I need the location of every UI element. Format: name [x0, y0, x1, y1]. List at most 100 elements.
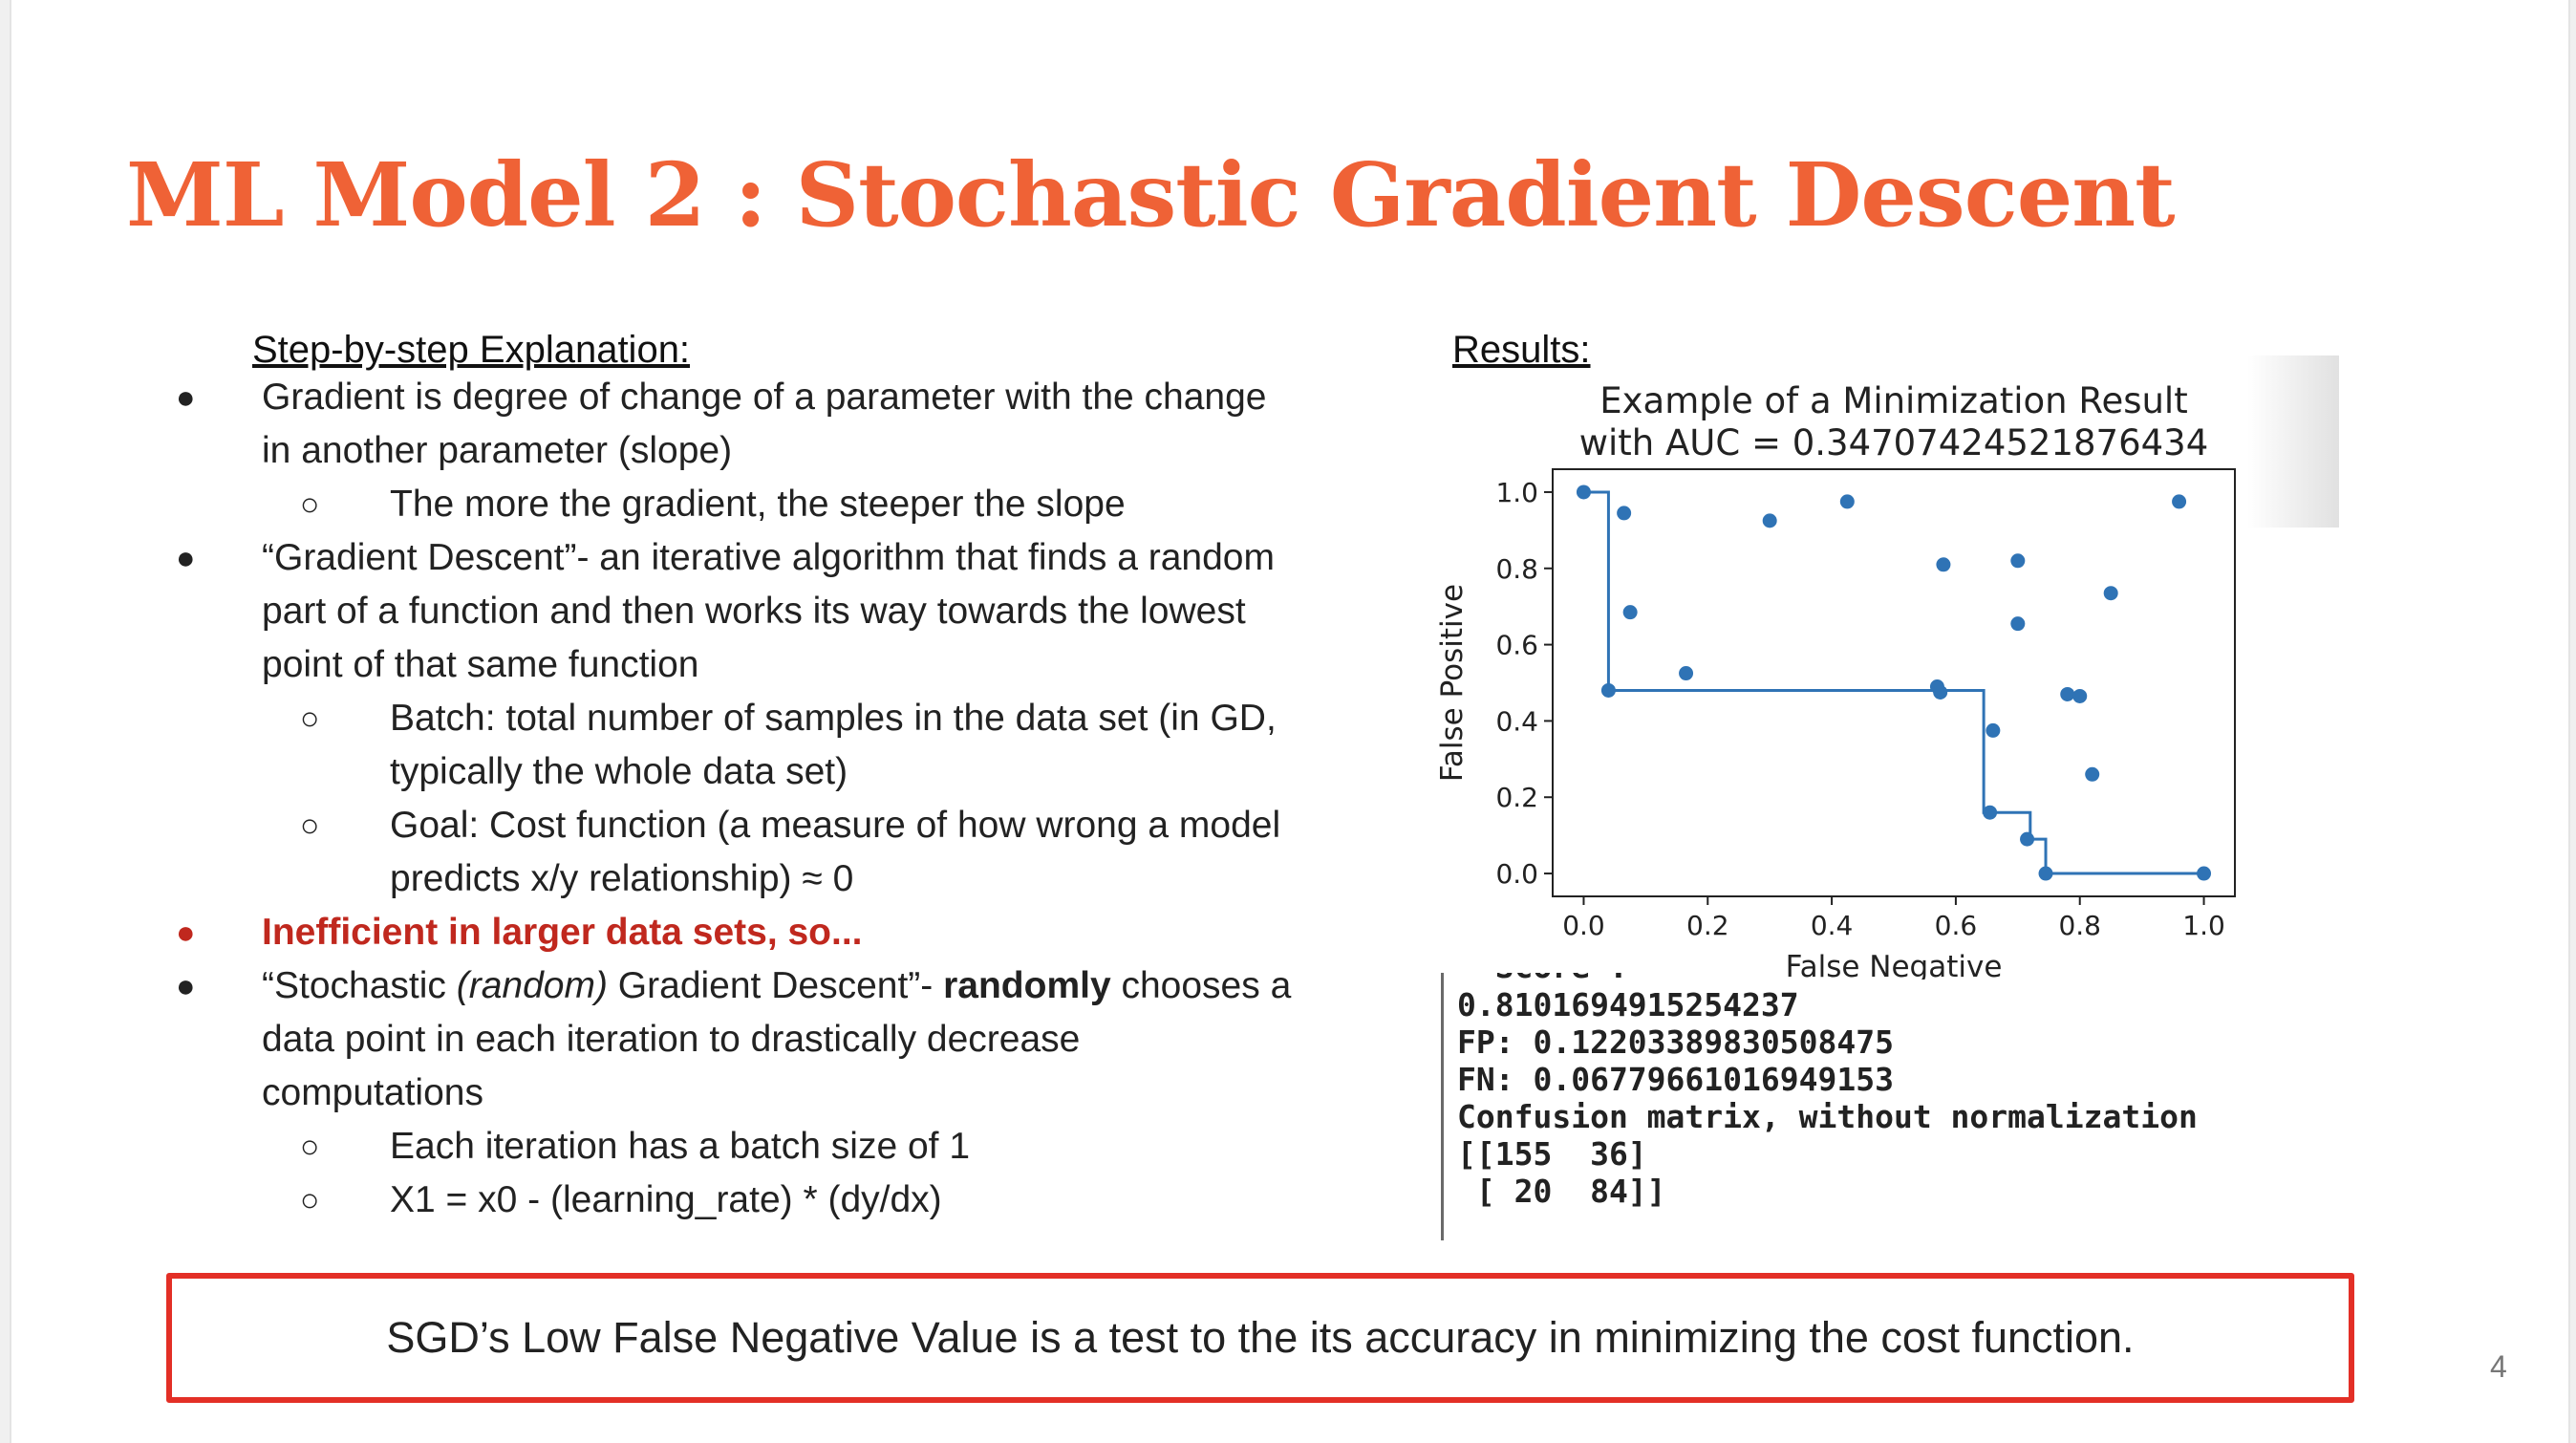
bullet-text: computations	[262, 1072, 483, 1113]
bullet-text: (random)	[456, 965, 608, 1006]
bullet-text: Batch: total number of samples in the da…	[390, 698, 1277, 739]
y-tick-label: 0.8	[1495, 553, 1538, 585]
bullet-line: ● “Stochastic (random) Gradient Descent”-…	[155, 959, 1368, 1013]
slide-title: ML Model 2 : Stochastic Gradient Descent	[126, 143, 2176, 247]
bullet-line: computations	[155, 1066, 1368, 1120]
image-shadow	[2247, 355, 2339, 528]
bullet-text: “Gradient Descent”- an iterative algorit…	[262, 537, 1275, 578]
bullet-text: chooses a	[1110, 965, 1292, 1006]
console-line: FN: 0.06779661016949153	[1457, 1061, 1894, 1098]
bullet-line: ○ Batch: total number of samples in the d…	[155, 692, 1368, 745]
hollow-bullet-icon: ○	[300, 486, 320, 523]
hollow-bullet-icon: ○	[300, 808, 320, 844]
bullet-text: The more the gradient, the steeper the s…	[390, 484, 1126, 525]
y-tick-label: 0.6	[1495, 630, 1538, 661]
roc-chart: Example of a Minimization Result with AUC…	[1435, 377, 2352, 984]
bullet-line: ● Gradient is degree of change of a param…	[155, 371, 1368, 424]
bullet-line: predicts x/y relationship) ≈ 0	[155, 852, 1368, 906]
bullet-text: Goal: Cost function (a measure of how wr…	[390, 805, 1281, 846]
bullet-text: Inefficient in larger data sets, so...	[262, 912, 863, 953]
bullet-text: predicts x/y relationship) ≈ 0	[390, 858, 854, 899]
x-tick-label: 0.2	[1686, 910, 1729, 941]
bullet-line: typically the whole data set)	[155, 745, 1368, 799]
bullet-line: ● “Gradient Descent”- an iterative algori…	[155, 531, 1368, 585]
bullet-text: part of a function and then works its wa…	[262, 591, 1246, 632]
bullet-line: ○ Each iteration has a batch size of 1	[155, 1120, 1368, 1174]
x-tick-label: 1.0	[2182, 910, 2225, 941]
data-point	[2197, 866, 2212, 881]
y-tick-label: 0.2	[1495, 782, 1538, 813]
filled-bullet-icon: ●	[176, 540, 196, 576]
bullet-line: point of that same function	[155, 638, 1368, 692]
data-point	[1576, 485, 1591, 500]
x-tick-label: 0.4	[1811, 910, 1854, 941]
bullet-text: point of that same function	[262, 644, 699, 685]
callout-box: SGD’s Low False Negative Value is a test…	[166, 1273, 2354, 1403]
data-point	[2010, 616, 2026, 632]
data-point	[1936, 557, 1951, 572]
chart-title: Example of a Minimization Result	[1599, 380, 2187, 421]
bullet-list: ● Gradient is degree of change of a param…	[155, 371, 1368, 1227]
bullet-text: Gradient is degree of change of a parame…	[262, 377, 1267, 418]
console-line: 0.8101694915254237	[1457, 986, 1799, 1023]
bullet-text: randomly	[943, 965, 1111, 1006]
console-line: [ 20 84]]	[1457, 1173, 1666, 1210]
left-heading: Step-by-step Explanation:	[252, 329, 691, 371]
data-point	[1600, 682, 1616, 698]
data-point	[1622, 605, 1638, 620]
slide: ML Model 2 : Stochastic Gradient Descent…	[10, 0, 2570, 1443]
x-axis-label: False Negative	[1786, 950, 2003, 980]
bullet-text: typically the whole data set)	[390, 751, 848, 792]
x-tick-label: 0.6	[1935, 910, 1978, 941]
chart-title: with AUC = 0.34707424521876434	[1579, 422, 2209, 463]
data-point	[1617, 506, 1632, 521]
data-point	[1839, 494, 1855, 509]
data-point	[1986, 722, 2001, 738]
data-point	[2010, 553, 2026, 569]
data-point	[1762, 513, 1777, 528]
bullet-line: ○ X1 = x0 - (learning_rate) * (dy/dx)	[155, 1174, 1368, 1227]
data-point	[1679, 666, 1694, 681]
filled-bullet-icon: ●	[176, 379, 196, 416]
plot-frame	[1552, 468, 2236, 897]
bullet-text: in another parameter (slope)	[262, 430, 733, 471]
callout-text: SGD’s Low False Negative Value is a test…	[386, 1313, 2135, 1362]
x-tick-label: 0.8	[2058, 910, 2101, 941]
bullet-line: ○ Goal: Cost function (a measure of how w…	[155, 799, 1368, 852]
data-point	[1933, 684, 1948, 700]
data-point	[1983, 805, 1998, 820]
data-point	[2085, 766, 2100, 782]
y-tick-label: 0.4	[1495, 705, 1538, 737]
bullet-line: part of a function and then works its wa…	[155, 585, 1368, 638]
y-axis-label: False Positive	[1435, 584, 1470, 782]
data-point	[2103, 586, 2118, 601]
right-heading: Results:	[1452, 329, 1591, 371]
bullet-line: ● Inefficient in larger data sets, so...	[155, 906, 1368, 959]
filled-bullet-icon: ●	[176, 968, 196, 1004]
bullet-line: data point in each iteration to drastica…	[155, 1013, 1368, 1066]
hollow-bullet-icon: ○	[300, 1182, 320, 1218]
hollow-bullet-icon: ○	[300, 700, 320, 737]
bullet-line: ○ The more the gradient, the steeper the …	[155, 478, 1368, 531]
console-lines: 0.8101694915254237 FP: 0.1220338983050847…	[1444, 986, 2304, 1210]
bullet-line: in another parameter (slope)	[155, 424, 1368, 478]
data-point	[2072, 688, 2088, 703]
data-point	[2060, 686, 2075, 701]
bullet-text: Each iteration has a batch size of 1	[390, 1126, 971, 1167]
console-line: [[155 36]	[1457, 1135, 1647, 1173]
filled-bullet-icon: ●	[176, 915, 196, 951]
x-tick-label: 0.0	[1562, 910, 1605, 941]
y-tick-label: 0.0	[1495, 858, 1538, 890]
data-point	[2172, 494, 2187, 509]
console-line: Confusion matrix, without normalization	[1457, 1098, 2198, 1135]
bullet-text: X1 = x0 - (learning_rate) * (dy/dx)	[390, 1179, 942, 1220]
console-line: FP: 0.12203389830508475	[1457, 1023, 1894, 1061]
step-line	[1583, 490, 2204, 875]
bullet-text: “Stochastic	[262, 965, 457, 1006]
y-tick-label: 1.0	[1495, 477, 1538, 508]
data-point	[2038, 866, 2053, 881]
data-point	[2020, 831, 2035, 847]
page-number: 4	[2490, 1349, 2507, 1384]
